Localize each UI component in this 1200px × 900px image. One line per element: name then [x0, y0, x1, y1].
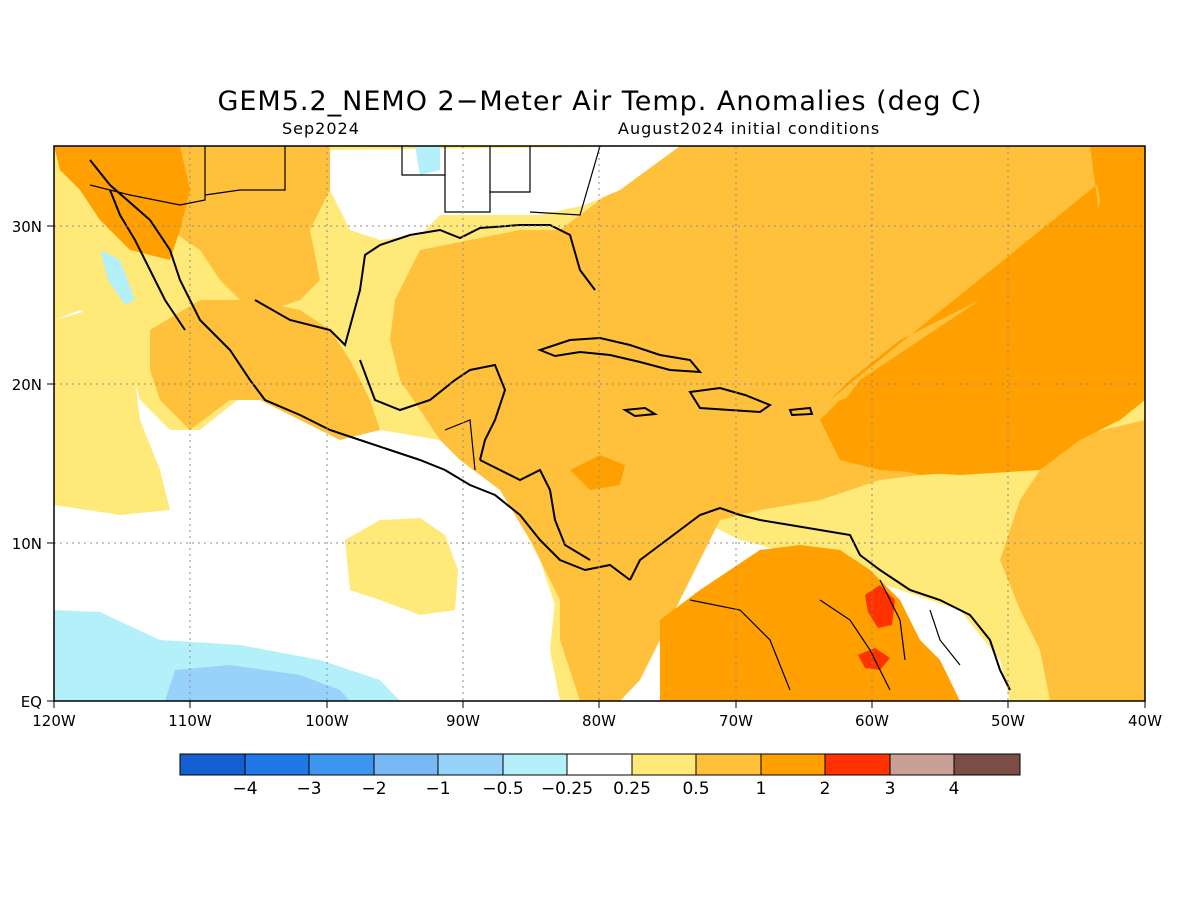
x-axis-labels: 120W 110W 100W 90W 80W 70W 60W 50W 40W	[32, 712, 1162, 730]
colorbar-label-7: 0.25	[613, 779, 651, 799]
colorbar-label-10: 2	[820, 779, 831, 799]
neutral-us-south	[330, 146, 680, 240]
colorbar-label-12: 4	[949, 779, 960, 799]
y-axis-labels: EQ 10N 20N 30N	[12, 218, 42, 711]
border-guyana	[879, 579, 906, 661]
y-label-eq: EQ	[21, 693, 42, 711]
x-label-90w: 90W	[446, 712, 480, 730]
colorbar-label-9: 1	[756, 779, 767, 799]
anomaly-neg-0.5-1-pacific	[165, 665, 350, 701]
anomaly-0.5-1-mexico	[150, 300, 380, 440]
colorbar-label-1: −4	[232, 779, 257, 799]
x-label-120w: 120W	[32, 712, 76, 730]
x-label-110w: 110W	[168, 712, 212, 730]
border-south-america-1	[689, 599, 791, 691]
x-label-60w: 60W	[855, 712, 889, 730]
colorbar-swatch-11	[824, 753, 891, 776]
coastline-hispaniola	[688, 386, 773, 414]
colorbar-swatch-3	[308, 753, 375, 776]
colorbar-swatch-4	[373, 753, 439, 776]
border-suriname	[929, 609, 961, 666]
anomaly-neg-0.25-0.5-pacific	[54, 610, 400, 701]
y-label-20n: 20N	[12, 376, 42, 394]
colorbar-swatch-1	[179, 753, 246, 776]
colorbar-swatch-13	[953, 753, 1021, 776]
x-label-100w: 100W	[305, 712, 349, 730]
border-states-4	[529, 146, 601, 216]
initial-conditions: August2024 initial conditions	[618, 119, 881, 138]
anomaly-0.25-0.5-pacific	[345, 518, 458, 615]
coastlines	[89, 159, 1011, 691]
x-label-70w: 70W	[719, 712, 753, 730]
forecast-month: Sep2024	[282, 119, 360, 138]
map-grid	[54, 146, 1145, 701]
anomaly-1-2-atlantic-main	[830, 146, 1145, 475]
colorbar-swatch-12	[889, 753, 955, 776]
x-label-50w: 50W	[991, 712, 1025, 730]
map-title: GEM5.2_NEMO 2−Meter Air Temp. Anomalies …	[217, 86, 983, 117]
colorbar-label-4: −1	[425, 779, 450, 799]
border-us-mexico-texas	[204, 146, 286, 196]
coastline-yucatan	[359, 359, 507, 461]
coastline-cuba	[537, 336, 703, 374]
border-states-2	[444, 146, 491, 213]
coastline-south-america-north	[629, 506, 1011, 691]
colorbar-swatch-7	[566, 753, 633, 776]
border-states-3	[490, 146, 531, 193]
colorbar-label-8: 0.5	[682, 779, 709, 799]
colorbar	[179, 753, 1021, 776]
colorbar-label-6: −0.25	[541, 779, 593, 799]
coastline-jamaica	[621, 406, 659, 418]
x-label-80w: 80W	[582, 712, 616, 730]
anomaly-neg-0.25-0.5-baja	[100, 250, 135, 305]
coastline-mexico-central-america	[89, 159, 631, 581]
coastline-caribbean-central	[479, 459, 591, 561]
colorbar-swatch-5	[437, 753, 504, 776]
coastline-puerto-rico	[788, 406, 814, 417]
coastline-baja	[109, 189, 186, 331]
colorbar-label-3: −2	[361, 779, 386, 799]
anomaly-1-2-baja	[54, 146, 190, 260]
colorbar-label-11: 3	[885, 779, 896, 799]
anomaly-neg-east	[415, 146, 440, 175]
colorbar-swatch-9	[695, 753, 762, 776]
x-label-40w: 40W	[1128, 712, 1162, 730]
colorbar-label-2: −3	[296, 779, 321, 799]
border-south-america-2	[819, 599, 891, 691]
coastline-gulf	[254, 224, 596, 347]
y-label-30n: 30N	[12, 218, 42, 236]
anomaly-0.5-1-east-atlantic	[1000, 420, 1145, 701]
anomaly-0.5-1-gulf-caribbean	[390, 146, 1145, 701]
colorbar-swatch-10	[760, 753, 826, 776]
anomaly-0.25-0.5-west	[54, 310, 170, 515]
colorbar-labels: −4 −3 −2 −1 −0.5 −0.25 0.25 0.5 1 2 3 4	[232, 779, 959, 799]
colorbar-swatch-2	[244, 753, 310, 776]
colorbar-label-5: −0.5	[482, 779, 523, 799]
political-boundaries	[89, 146, 961, 691]
anomaly-1-2-caribbean-patch	[570, 455, 625, 490]
axis-ticks	[47, 225, 1146, 708]
y-label-10n: 10N	[12, 535, 42, 553]
border-guatemala	[444, 419, 476, 471]
border-states-1	[401, 146, 446, 176]
colorbar-swatch-8	[631, 753, 697, 776]
colorbar-swatch-6	[502, 753, 568, 776]
border-us-mexico	[89, 146, 206, 206]
